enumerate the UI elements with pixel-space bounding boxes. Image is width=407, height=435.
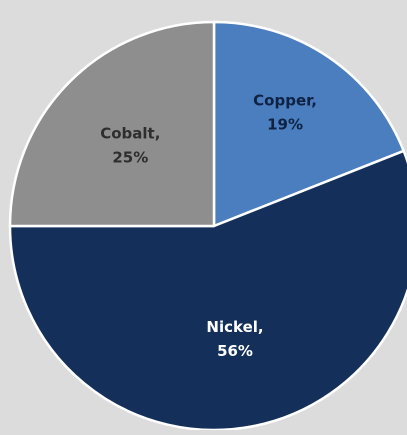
data-label-percent: 56% — [217, 342, 253, 360]
pie-slice-nickel — [8, 149, 407, 432]
labels-layer: Copper, 19% Nickel, 56% Cobalt, 25% — [100, 91, 317, 360]
data-label-cobalt: Cobalt, 25% — [100, 124, 160, 166]
data-label-percent: 25% — [112, 148, 148, 166]
slices-layer — [8, 20, 407, 432]
data-label-name: Cobalt, — [100, 124, 160, 142]
data-label-name: Nickel, — [206, 318, 263, 336]
pie-slice-copper — [212, 20, 405, 228]
data-label-nickel: Nickel, 56% — [206, 318, 263, 360]
data-label-percent: 19% — [267, 115, 303, 133]
pie-slice-cobalt — [8, 20, 216, 228]
data-label-name: Copper, — [253, 91, 317, 109]
data-label-copper: Copper, 19% — [253, 91, 317, 133]
